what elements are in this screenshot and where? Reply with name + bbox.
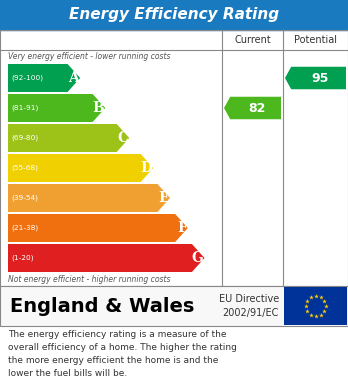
Text: C: C	[117, 131, 128, 145]
Text: G: G	[192, 251, 204, 265]
Polygon shape	[8, 64, 80, 92]
Polygon shape	[8, 244, 205, 272]
Text: D: D	[140, 161, 152, 175]
Text: EU Directive
2002/91/EC: EU Directive 2002/91/EC	[219, 294, 279, 317]
Polygon shape	[224, 97, 281, 119]
Text: B: B	[93, 101, 104, 115]
Text: Current: Current	[234, 35, 271, 45]
Text: (1-20): (1-20)	[11, 255, 34, 261]
Text: (55-68): (55-68)	[11, 165, 38, 171]
Polygon shape	[8, 184, 170, 212]
Bar	[284, 287, 347, 325]
Text: (21-38): (21-38)	[11, 225, 38, 231]
Bar	[0, 30, 348, 286]
Polygon shape	[8, 124, 129, 152]
Text: 82: 82	[248, 102, 266, 115]
Text: (81-91): (81-91)	[11, 105, 38, 111]
Polygon shape	[8, 214, 188, 242]
Text: (92-100): (92-100)	[11, 75, 43, 81]
Text: E: E	[158, 191, 169, 205]
Bar	[0, 286, 348, 326]
Bar	[0, 0, 348, 30]
Text: England & Wales: England & Wales	[10, 296, 195, 316]
Polygon shape	[285, 67, 346, 89]
Text: 95: 95	[311, 72, 329, 84]
Text: Energy Efficiency Rating: Energy Efficiency Rating	[69, 7, 279, 23]
Polygon shape	[8, 154, 153, 182]
Text: F: F	[177, 221, 187, 235]
Text: Very energy efficient - lower running costs: Very energy efficient - lower running co…	[8, 52, 171, 61]
Text: Not energy efficient - higher running costs: Not energy efficient - higher running co…	[8, 275, 171, 284]
Text: (39-54): (39-54)	[11, 195, 38, 201]
Text: A: A	[69, 71, 79, 85]
Polygon shape	[8, 94, 105, 122]
Text: The energy efficiency rating is a measure of the
overall efficiency of a home. T: The energy efficiency rating is a measur…	[8, 330, 237, 378]
Text: Potential: Potential	[294, 35, 337, 45]
Text: (69-80): (69-80)	[11, 135, 38, 141]
